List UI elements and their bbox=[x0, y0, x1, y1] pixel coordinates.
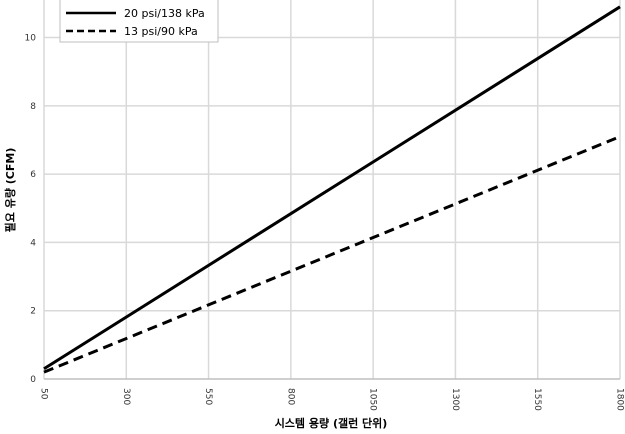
y-tick-labels: 0 2 4 6 8 10 bbox=[25, 34, 37, 385]
y-tick-label: 8 bbox=[30, 102, 36, 112]
x-tick-label: 1300 bbox=[450, 388, 460, 411]
y-tick-label: 0 bbox=[30, 375, 36, 385]
series-line-0 bbox=[43, 5, 621, 371]
x-tick-label: 1800 bbox=[615, 388, 625, 411]
x-tick-labels: 50 300 550 800 1050 1300 1550 1800 bbox=[39, 388, 625, 411]
y-tick-label: 10 bbox=[25, 34, 37, 44]
y-tick-label: 2 bbox=[30, 307, 36, 317]
x-tick-label: 550 bbox=[203, 388, 213, 405]
series-layer bbox=[43, 5, 621, 374]
series-line-1 bbox=[43, 135, 621, 374]
x-tick-label: 800 bbox=[285, 388, 295, 405]
x-axis-title: 시스템 용량 (갤런 단위) bbox=[275, 416, 388, 430]
x-tick-label: 50 bbox=[39, 388, 49, 400]
y-axis-title: 필요 유량 (CFM) bbox=[3, 148, 17, 233]
legend-label-13psi: 13 psi/90 kPa bbox=[124, 25, 198, 38]
y-tick-label: 4 bbox=[30, 238, 36, 248]
y-tick-label: 6 bbox=[30, 170, 36, 180]
x-tick-label: 1550 bbox=[532, 388, 542, 411]
x-tick-label: 1050 bbox=[368, 388, 378, 411]
legend: 20 psi/138 kPa 13 psi/90 kPa bbox=[59, 0, 219, 43]
grid-lines bbox=[43, 0, 621, 379]
x-tick-label: 300 bbox=[121, 388, 131, 405]
legend-label-20psi: 20 psi/138 kPa bbox=[124, 7, 205, 20]
legend-box bbox=[59, 0, 219, 43]
